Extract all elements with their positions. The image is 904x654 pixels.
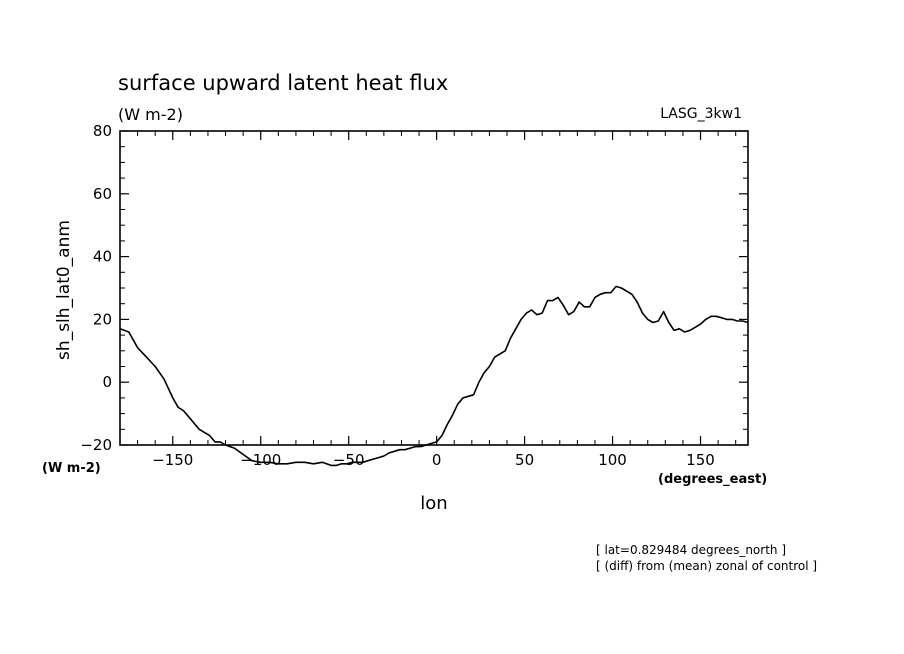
y-tick-label: 40 [93, 248, 112, 266]
model-label: LASG_3kw1 [660, 106, 742, 122]
y-tick-label: 0 [102, 373, 112, 391]
chart-title: surface upward latent heat flux [118, 71, 448, 95]
x-tick-label: −150 [152, 451, 193, 469]
data-series-line [119, 285, 749, 467]
y-tick-label: 80 [93, 122, 112, 140]
annotation-latitude: [ lat=0.829484 degrees_north ] [596, 543, 786, 557]
y-axis-units: (W m-2) [42, 461, 101, 476]
annotation-diff-note: [ (diff) from (mean) zonal of control ] [596, 559, 817, 573]
x-tick-label: 50 [515, 451, 534, 469]
x-axis-units: (degrees_east) [658, 472, 767, 487]
x-tick-label: 150 [686, 451, 715, 469]
y-tick-labels: −20 0 20 40 60 80 [80, 122, 112, 454]
y-tick-label: 60 [93, 185, 112, 203]
y-tick-label: 20 [93, 310, 112, 328]
y-axis-label: sh_slh_lat0_anm [54, 220, 74, 360]
x-tick-label: 100 [598, 451, 627, 469]
chart-subtitle: (W m-2) [118, 105, 183, 124]
x-axis-label: lon [420, 493, 447, 514]
plot-frame [119, 130, 749, 446]
x-tick-label: 0 [432, 451, 442, 469]
y-tick-label: −20 [80, 436, 112, 454]
x-tick-label: −100 [240, 451, 281, 469]
x-tick-label: −50 [333, 451, 365, 469]
x-tick-labels: −150 −100 −50 0 50 100 150 [152, 451, 715, 469]
